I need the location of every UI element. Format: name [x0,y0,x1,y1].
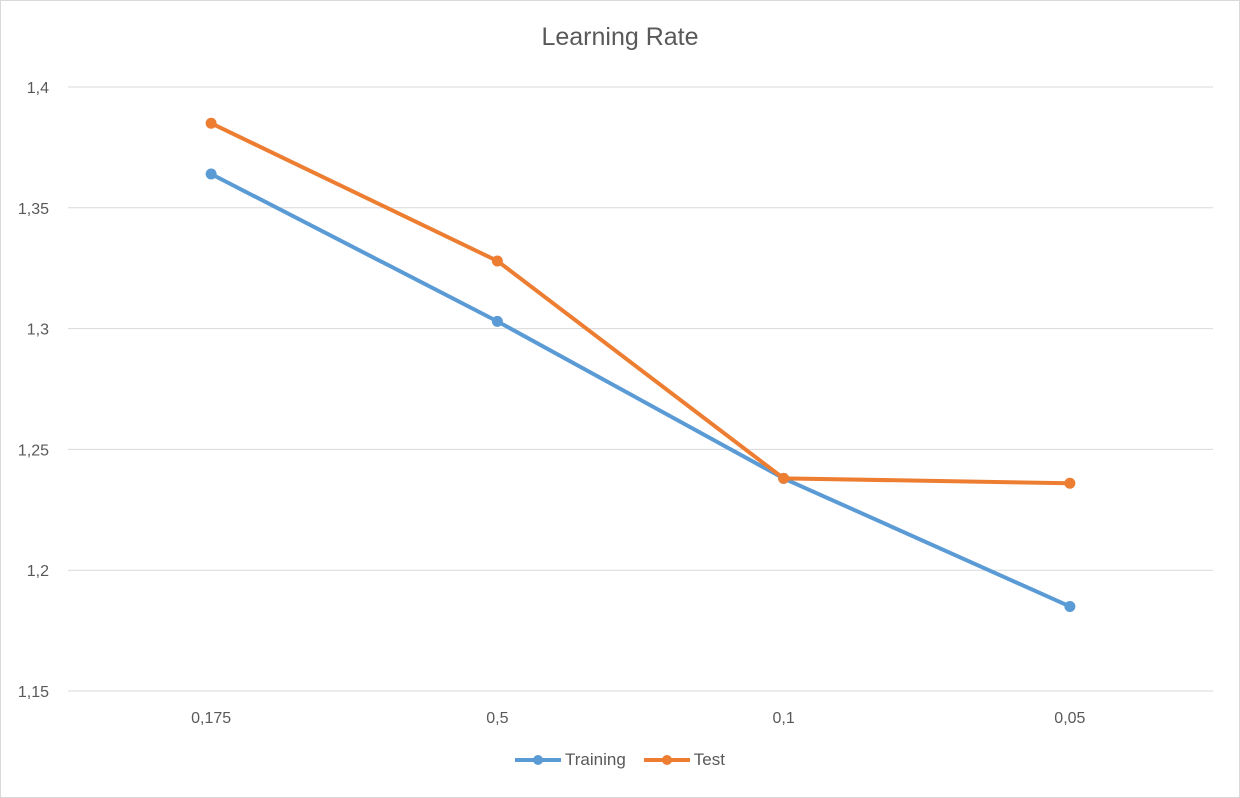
series-line-test [209,121,1072,486]
x-tick-label: 0,175 [191,710,231,727]
x-tick-label: 0,1 [773,710,795,727]
legend-label-test: Test [693,750,725,769]
legend-label-training: Training [565,750,626,769]
data-point-training [491,315,503,327]
data-point-test [778,472,790,484]
legend-marker-test [661,755,672,765]
data-point-test [1064,477,1076,489]
y-tick-label: 1,2 [27,563,49,580]
y-tick-label: 1,35 [18,201,49,218]
y-tick-label: 1,15 [18,684,49,701]
y-tick-label: 1,3 [27,322,49,339]
data-point-test [491,255,503,267]
series-line-training [209,171,1072,609]
data-point-training [205,168,217,180]
x-tick-label: 0,05 [1054,710,1085,727]
x-tick-label: 0,5 [486,710,508,727]
y-tick-label: 1,4 [27,80,49,97]
data-point-test [205,117,217,129]
legend: Training Test [1,749,1239,771]
chart-title: Learning Rate [541,23,699,51]
legend-swatch-training [515,755,561,765]
legend-swatch-test [643,755,690,765]
y-tick-label: 1,25 [18,442,49,459]
legend-marker-training [533,755,543,765]
legend-item-test: Test [643,749,725,771]
data-point-training [1064,600,1076,612]
legend-item-training: Training [515,749,626,771]
